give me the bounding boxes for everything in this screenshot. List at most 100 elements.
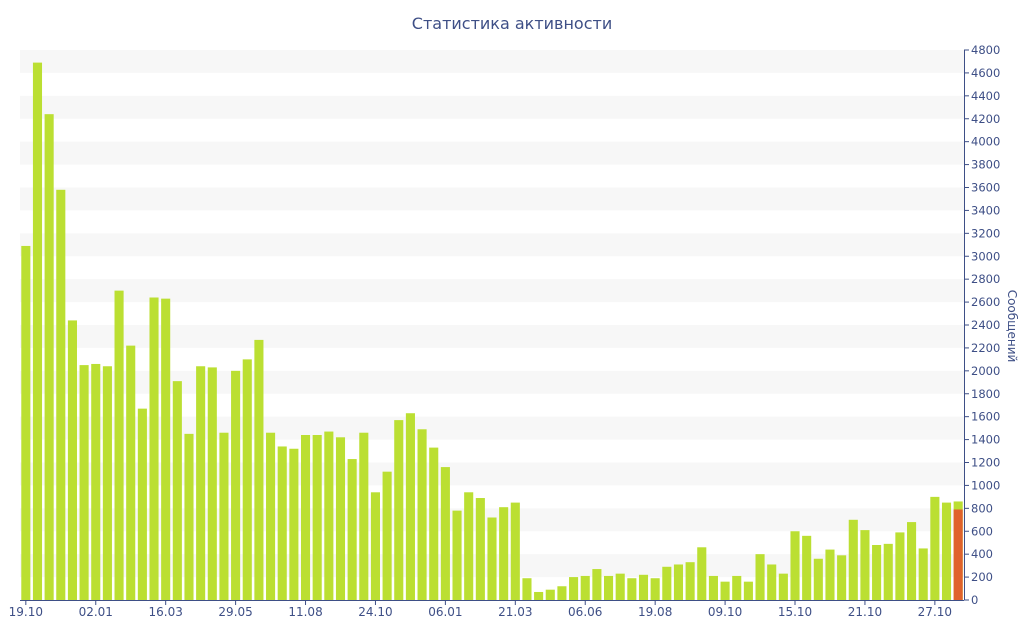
bar	[405, 413, 415, 600]
bar	[324, 431, 334, 600]
bar	[895, 532, 905, 600]
y-tick-label: 600	[971, 524, 993, 538]
y-tick-label: 2600	[971, 295, 1000, 309]
x-tick-label: 11.08	[288, 605, 322, 619]
bar	[32, 62, 43, 600]
bar	[417, 429, 427, 600]
x-tick-label: 16.03	[148, 605, 182, 619]
x-tick-label: 09.10	[708, 605, 742, 619]
bar	[370, 492, 381, 600]
bar	[627, 578, 637, 600]
x-tick-label: 02.01	[79, 605, 113, 619]
y-tick-label: 4800	[971, 43, 1000, 57]
bar	[91, 363, 101, 600]
bar	[254, 339, 264, 600]
y-tick-label: 3400	[971, 203, 1000, 217]
bar-highlight	[953, 509, 963, 600]
bar	[510, 502, 520, 600]
bar	[802, 535, 812, 600]
grid-band	[20, 95, 964, 119]
bar	[918, 548, 928, 600]
bar	[137, 408, 147, 600]
bar	[207, 367, 217, 600]
y-tick-label: 800	[971, 501, 993, 515]
bar	[79, 365, 89, 600]
bar	[312, 435, 322, 600]
bar	[394, 420, 404, 600]
y-tick-label: 2800	[971, 272, 1000, 286]
bar	[231, 370, 241, 600]
bar	[359, 432, 369, 600]
bar	[545, 589, 555, 600]
bar	[767, 564, 777, 600]
grid-band	[20, 141, 964, 165]
y-tick-label: 3600	[971, 181, 1000, 195]
bar	[592, 569, 602, 600]
y-tick-label: 1400	[971, 433, 1000, 447]
bar	[56, 189, 66, 600]
bar	[603, 575, 614, 600]
y-tick-label: 3000	[971, 249, 1000, 263]
y-axis-label: Сообщений	[1005, 289, 1019, 363]
bar	[732, 575, 742, 600]
bar	[335, 437, 346, 600]
y-tick-label: 2400	[971, 318, 1000, 332]
bar	[21, 245, 31, 600]
x-tick-label: 06.06	[568, 605, 602, 619]
bar	[743, 581, 753, 600]
bar	[487, 517, 497, 600]
bar	[277, 446, 287, 600]
bar	[184, 433, 194, 600]
grid-band	[20, 50, 964, 73]
bar	[907, 522, 917, 600]
y-tick-label: 4200	[971, 112, 1000, 126]
y-tick-label: 4000	[971, 135, 1000, 149]
bar	[697, 547, 707, 600]
bar	[872, 545, 882, 600]
y-tick-label: 3200	[971, 226, 1000, 240]
bar	[825, 549, 835, 600]
x-tick-label: 15.10	[778, 605, 812, 619]
x-tick-label: 29.05	[218, 605, 252, 619]
bar	[813, 558, 823, 600]
bar	[557, 586, 567, 600]
bar	[941, 502, 952, 600]
bar	[638, 574, 649, 600]
bar	[522, 578, 532, 600]
bar	[382, 471, 392, 600]
bar	[755, 554, 765, 600]
y-tick-label: 4400	[971, 89, 1000, 103]
bar	[790, 531, 800, 600]
grid-band	[20, 279, 964, 303]
bar	[44, 114, 54, 601]
bars	[21, 62, 963, 601]
bar	[266, 432, 276, 600]
bar	[673, 564, 684, 600]
bar	[569, 577, 579, 600]
bar	[242, 359, 252, 600]
bar	[289, 448, 299, 600]
bar	[860, 530, 870, 600]
x-tick-label: 24.10	[358, 605, 392, 619]
bar	[161, 298, 171, 600]
bar	[708, 575, 718, 600]
bar	[440, 467, 450, 600]
bar	[499, 507, 509, 600]
bar	[475, 498, 485, 600]
bar	[347, 459, 357, 600]
x-tick-label: 06.01	[428, 605, 462, 619]
axes: 0 200 400 600 800 1000 1200 1400 1600 1800 2000 220…	[9, 43, 1001, 619]
x-tick-label: 21.10	[848, 605, 882, 619]
bar	[429, 447, 439, 600]
bar	[300, 435, 311, 600]
y-tick-label: 3800	[971, 158, 1000, 172]
y-tick-label: 200	[971, 570, 993, 584]
bar	[126, 345, 136, 600]
bar	[67, 320, 77, 600]
bar	[720, 581, 730, 600]
y-tick-label: 1800	[971, 387, 1000, 401]
bar	[685, 562, 695, 600]
bar	[883, 543, 893, 600]
bar	[149, 297, 159, 600]
